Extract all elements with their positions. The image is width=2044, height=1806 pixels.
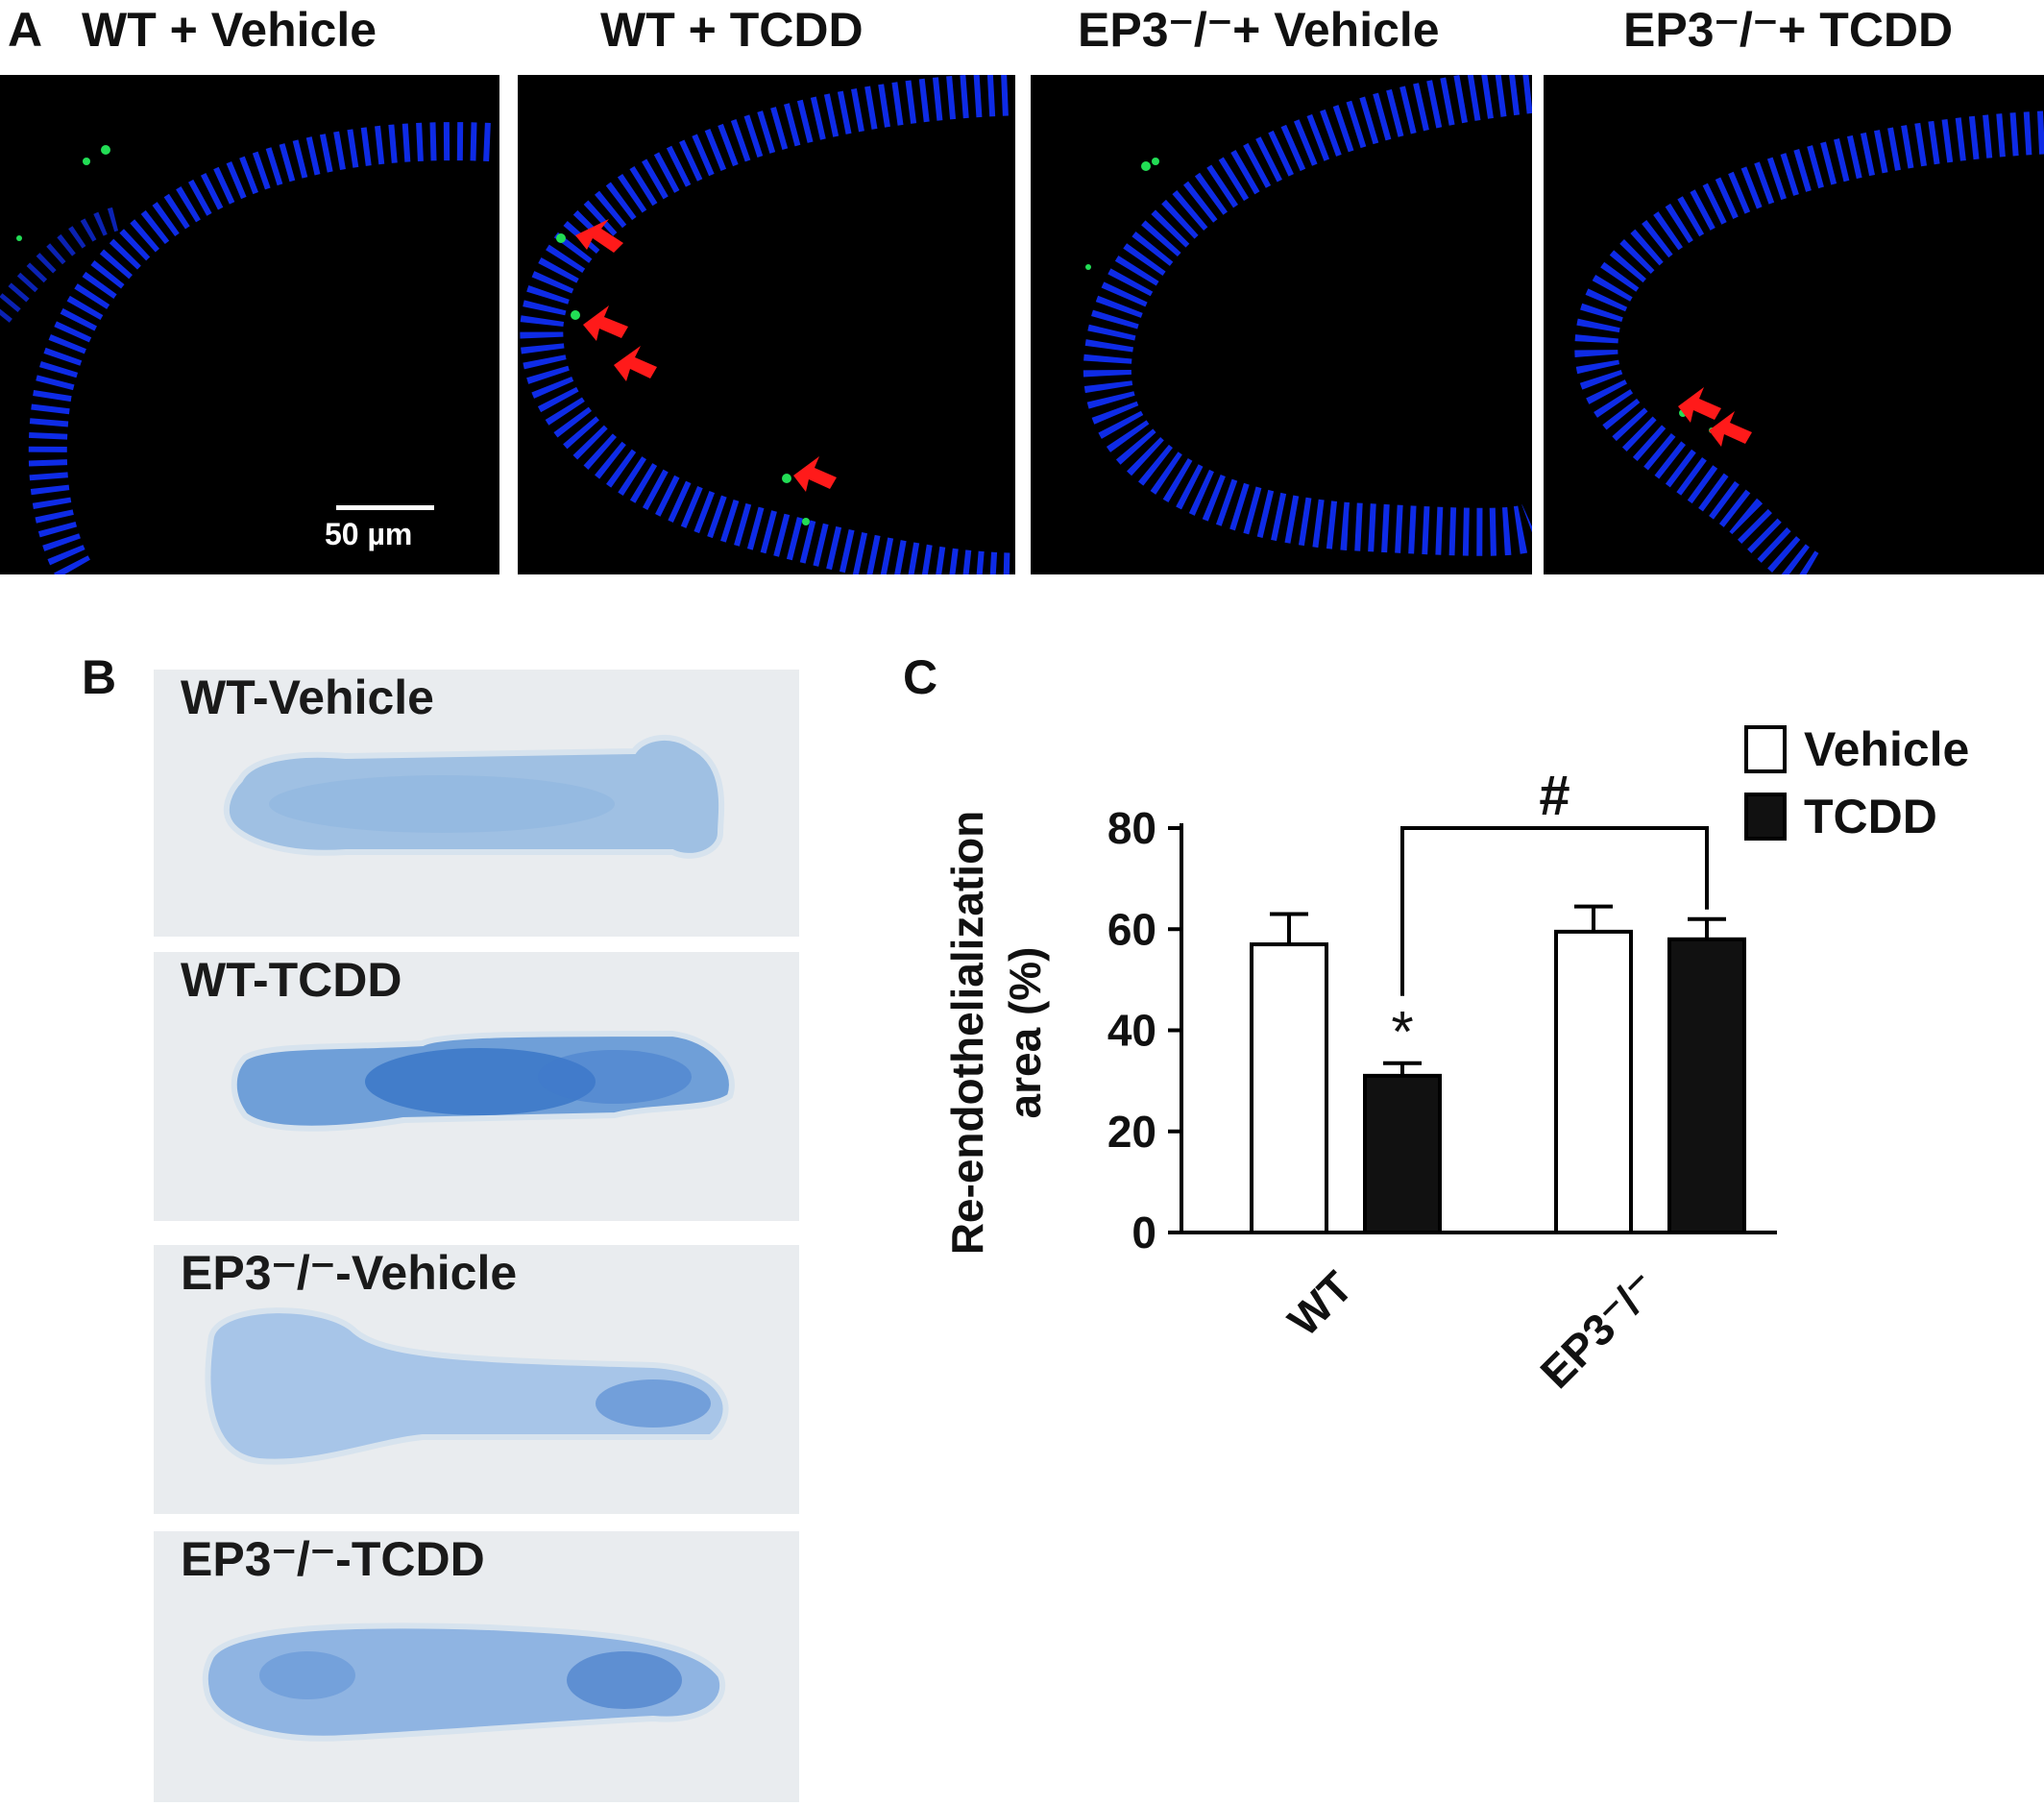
- legend-label: Vehicle: [1804, 722, 1969, 776]
- micrograph-wt-vehicle: 50 µm: [0, 75, 499, 574]
- micrograph-image: [520, 75, 1015, 574]
- panel-a-title-wt-tcdd: WT + TCDD: [600, 3, 864, 57]
- y-tick-label: 40: [1107, 1006, 1156, 1056]
- y-axis-label: Re-endothelialization: [942, 811, 992, 1256]
- scale-bar-label: 50 µm: [325, 517, 413, 551]
- arrow-icon: [1709, 411, 1752, 447]
- arrow-icon: [583, 305, 628, 341]
- vessel-image: [205, 1307, 729, 1465]
- chart-bars: [1250, 904, 1746, 1235]
- vessel-photo-ep3-vehicle: EP3⁻/⁻-Vehicle: [154, 1245, 799, 1514]
- bar: [1554, 929, 1633, 1234]
- panel-a-title-ep3-vehicle: EP3⁻/⁻+ Vehicle: [1078, 3, 1440, 57]
- vessel-label: WT-TCDD: [181, 953, 402, 1007]
- vessel-image: [223, 734, 725, 859]
- panel-b-letter: B: [82, 650, 117, 704]
- arrow-icon: [793, 456, 837, 492]
- vessel-label: EP3⁻/⁻-TCDD: [181, 1532, 485, 1586]
- significance-star: *: [1391, 1000, 1413, 1064]
- vessel-image: [231, 1030, 735, 1132]
- chart-axes: 0 20 40 60 80 Re-endothelialization area (%): [942, 803, 1777, 1257]
- panel-a-title-wt-vehicle: WT + Vehicle: [82, 3, 377, 57]
- micrograph-image: [1083, 75, 1532, 556]
- y-tick-label: 80: [1107, 803, 1156, 853]
- arrow-icon: [614, 346, 657, 381]
- significance-hash: #: [1539, 765, 1570, 827]
- panel-a-title-ep3-tcdd: EP3⁻/⁻+ TCDD: [1623, 3, 1954, 57]
- micrograph-ep3-tcdd: [1544, 75, 2044, 574]
- bar-chart: 0 20 40 60 80 Re-endothelialization area (%) V…: [942, 722, 1969, 1398]
- vessel-label: WT-Vehicle: [181, 671, 434, 724]
- micrograph-wt-tcdd: [518, 75, 1015, 574]
- chart-labels: WT EP3⁻/⁻ * #: [1278, 765, 1709, 1398]
- vessel-image: [202, 1623, 726, 1742]
- x-category-label: WT: [1278, 1261, 1362, 1345]
- bar: [1250, 942, 1328, 1234]
- panel-c-letter: C: [903, 650, 938, 704]
- scale-bar: [336, 505, 434, 510]
- micrograph-image: [1574, 110, 2044, 574]
- x-category-label: EP3⁻/⁻: [1530, 1261, 1667, 1398]
- legend-swatch: [1744, 793, 1787, 841]
- vessel-photo-wt-tcdd: WT-TCDD: [154, 952, 799, 1221]
- vessel-photo-wt-vehicle: WT-Vehicle: [154, 670, 799, 937]
- legend-swatch: [1744, 725, 1787, 773]
- arrow-icon: [575, 219, 623, 253]
- y-axis-label: area (%): [1000, 947, 1050, 1119]
- micrograph-image: [0, 122, 491, 574]
- y-tick-label: 20: [1107, 1107, 1156, 1157]
- chart-legend: Vehicle TCDD: [1744, 722, 1969, 843]
- y-tick-label: 0: [1132, 1208, 1156, 1257]
- micrograph-ep3-vehicle: [1031, 75, 1532, 574]
- arrow-icon: [1678, 387, 1721, 423]
- vessel-photo-ep3-tcdd: EP3⁻/⁻-TCDD: [154, 1531, 799, 1802]
- vessel-label: EP3⁻/⁻-Vehicle: [181, 1246, 518, 1300]
- bar: [1667, 937, 1746, 1235]
- y-tick-label: 60: [1107, 904, 1156, 954]
- legend-label: TCDD: [1804, 790, 1937, 843]
- bar: [1363, 1073, 1442, 1235]
- significance-bracket: [1400, 826, 1709, 996]
- panel-a-letter: A: [8, 3, 43, 57]
